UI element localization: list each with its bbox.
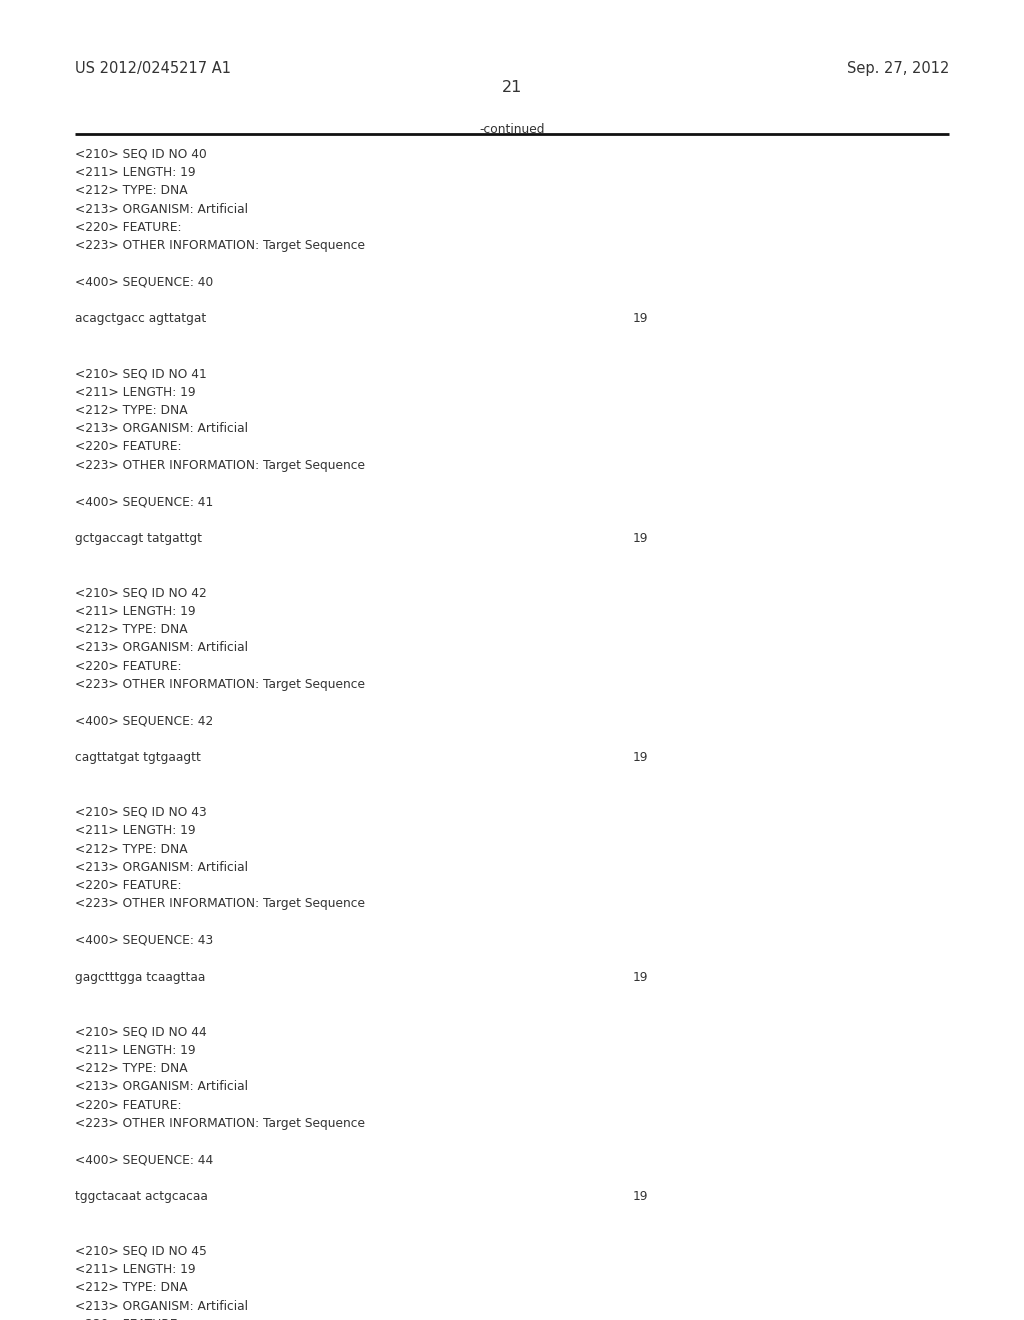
Text: <400> SEQUENCE: 42: <400> SEQUENCE: 42	[75, 714, 213, 727]
Text: <210> SEQ ID NO 43: <210> SEQ ID NO 43	[75, 807, 207, 818]
Text: <400> SEQUENCE: 41: <400> SEQUENCE: 41	[75, 495, 213, 508]
Text: gctgaccagt tatgattgt: gctgaccagt tatgattgt	[75, 532, 202, 545]
Text: US 2012/0245217 A1: US 2012/0245217 A1	[75, 61, 230, 77]
Text: cagttatgat tgtgaagtt: cagttatgat tgtgaagtt	[75, 751, 201, 764]
Text: <212> TYPE: DNA: <212> TYPE: DNA	[75, 623, 187, 636]
Text: <212> TYPE: DNA: <212> TYPE: DNA	[75, 185, 187, 198]
Text: 19: 19	[633, 751, 648, 764]
Text: 19: 19	[633, 1189, 648, 1203]
Text: <212> TYPE: DNA: <212> TYPE: DNA	[75, 404, 187, 417]
Text: <220> FEATURE:: <220> FEATURE:	[75, 441, 181, 453]
Text: <223> OTHER INFORMATION: Target Sequence: <223> OTHER INFORMATION: Target Sequence	[75, 1117, 365, 1130]
Text: <220> FEATURE:: <220> FEATURE:	[75, 660, 181, 673]
Text: <210> SEQ ID NO 41: <210> SEQ ID NO 41	[75, 367, 207, 380]
Text: <210> SEQ ID NO 42: <210> SEQ ID NO 42	[75, 586, 207, 599]
Text: <400> SEQUENCE: 44: <400> SEQUENCE: 44	[75, 1154, 213, 1167]
Text: <211> LENGTH: 19: <211> LENGTH: 19	[75, 385, 196, 399]
Text: <211> LENGTH: 19: <211> LENGTH: 19	[75, 605, 196, 618]
Text: <223> OTHER INFORMATION: Target Sequence: <223> OTHER INFORMATION: Target Sequence	[75, 239, 365, 252]
Text: <213> ORGANISM: Artificial: <213> ORGANISM: Artificial	[75, 642, 248, 655]
Text: <220> FEATURE:: <220> FEATURE:	[75, 879, 181, 892]
Text: <210> SEQ ID NO 44: <210> SEQ ID NO 44	[75, 1026, 207, 1039]
Text: <223> OTHER INFORMATION: Target Sequence: <223> OTHER INFORMATION: Target Sequence	[75, 898, 365, 911]
Text: <223> OTHER INFORMATION: Target Sequence: <223> OTHER INFORMATION: Target Sequence	[75, 458, 365, 471]
Text: 19: 19	[633, 532, 648, 545]
Text: <211> LENGTH: 19: <211> LENGTH: 19	[75, 824, 196, 837]
Text: <400> SEQUENCE: 43: <400> SEQUENCE: 43	[75, 935, 213, 946]
Text: gagctttgga tcaagttaa: gagctttgga tcaagttaa	[75, 970, 205, 983]
Text: 21: 21	[502, 79, 522, 95]
Text: <210> SEQ ID NO 40: <210> SEQ ID NO 40	[75, 148, 207, 161]
Text: <213> ORGANISM: Artificial: <213> ORGANISM: Artificial	[75, 861, 248, 874]
Text: <211> LENGTH: 19: <211> LENGTH: 19	[75, 1044, 196, 1056]
Text: acagctgacc agttatgat: acagctgacc agttatgat	[75, 313, 206, 325]
Text: tggctacaat actgcacaa: tggctacaat actgcacaa	[75, 1189, 208, 1203]
Text: <212> TYPE: DNA: <212> TYPE: DNA	[75, 842, 187, 855]
Text: <210> SEQ ID NO 45: <210> SEQ ID NO 45	[75, 1245, 207, 1258]
Text: <213> ORGANISM: Artificial: <213> ORGANISM: Artificial	[75, 203, 248, 215]
Text: <211> LENGTH: 19: <211> LENGTH: 19	[75, 166, 196, 180]
Text: <400> SEQUENCE: 40: <400> SEQUENCE: 40	[75, 276, 213, 289]
Text: <213> ORGANISM: Artificial: <213> ORGANISM: Artificial	[75, 1080, 248, 1093]
Text: <212> TYPE: DNA: <212> TYPE: DNA	[75, 1282, 187, 1295]
Text: <213> ORGANISM: Artificial: <213> ORGANISM: Artificial	[75, 1300, 248, 1312]
Text: -continued: -continued	[479, 124, 545, 136]
Text: Sep. 27, 2012: Sep. 27, 2012	[847, 61, 949, 77]
Text: <220> FEATURE:: <220> FEATURE:	[75, 220, 181, 234]
Text: <212> TYPE: DNA: <212> TYPE: DNA	[75, 1063, 187, 1074]
Text: 19: 19	[633, 970, 648, 983]
Text: <223> OTHER INFORMATION: Target Sequence: <223> OTHER INFORMATION: Target Sequence	[75, 678, 365, 690]
Text: <220> FEATURE:: <220> FEATURE:	[75, 1317, 181, 1320]
Text: <211> LENGTH: 19: <211> LENGTH: 19	[75, 1263, 196, 1276]
Text: 19: 19	[633, 313, 648, 325]
Text: <213> ORGANISM: Artificial: <213> ORGANISM: Artificial	[75, 422, 248, 436]
Text: <220> FEATURE:: <220> FEATURE:	[75, 1098, 181, 1111]
